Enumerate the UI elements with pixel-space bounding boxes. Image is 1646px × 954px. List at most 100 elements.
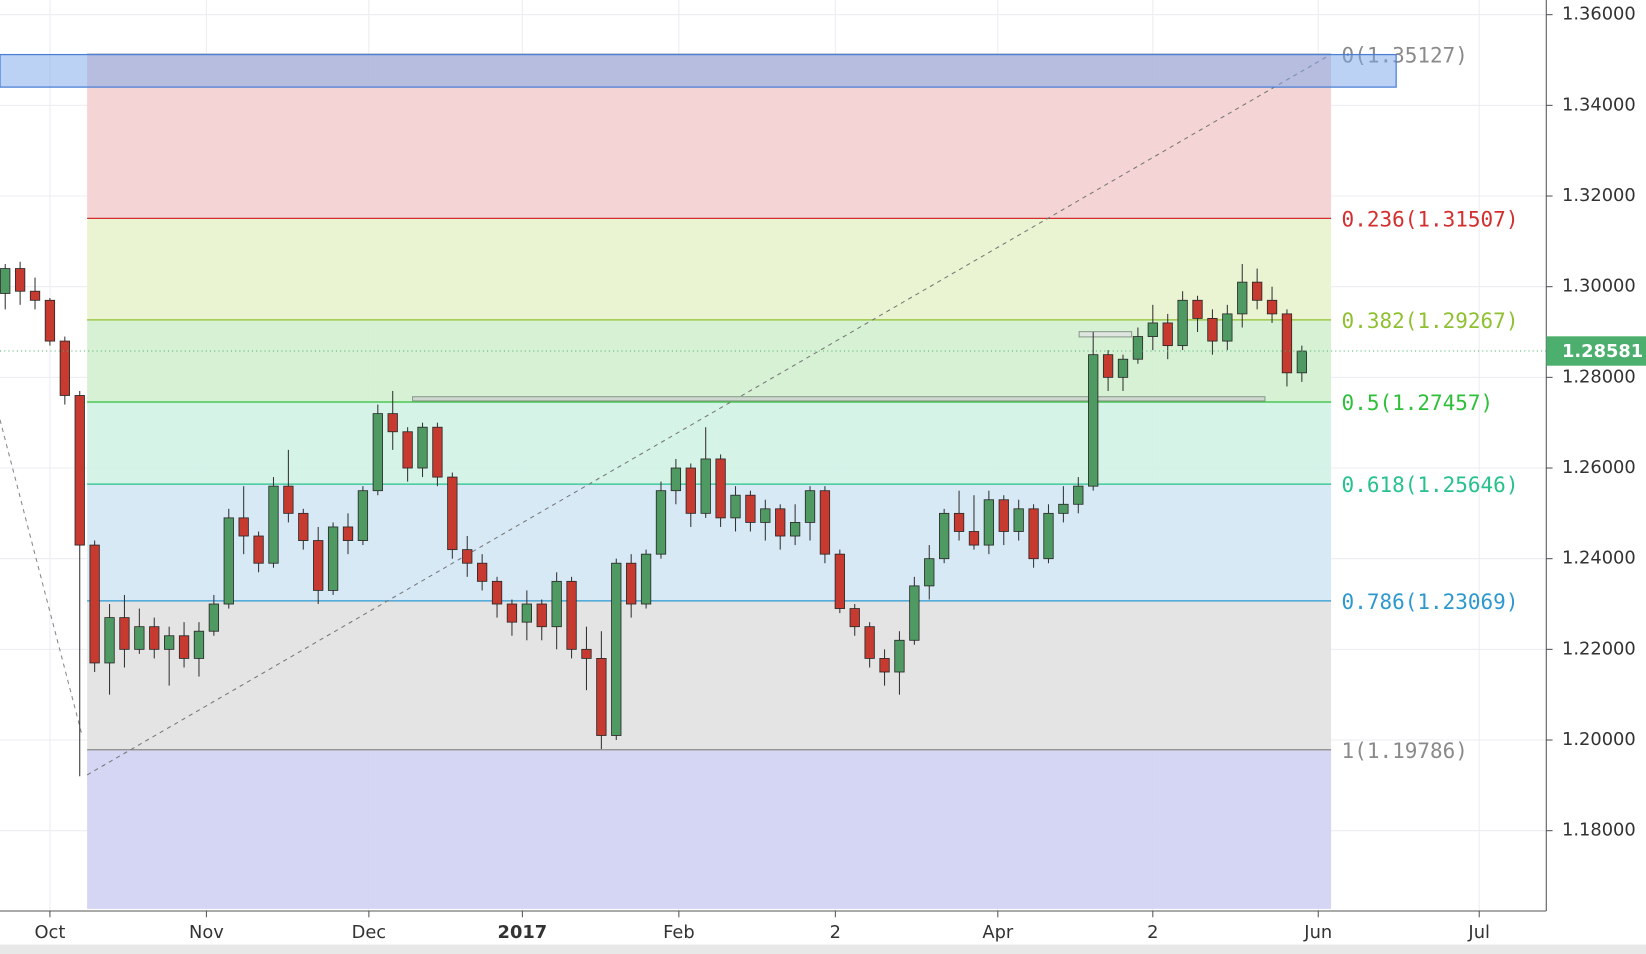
candle-body [387,413,398,433]
candle-body [44,299,56,342]
x-tick-label: Jul [1467,922,1490,943]
candle-body [193,630,205,659]
candle-body [283,485,294,514]
candle-body [834,553,845,609]
candle-body [149,626,160,650]
highlight-box [0,53,1397,88]
candle-body [1162,322,1173,347]
candle-body [626,562,637,605]
candle-body [700,458,711,514]
candle-body [715,458,726,519]
candle-body [402,431,413,469]
candle-body [1073,485,1084,505]
trend-line [0,419,83,735]
x-tick-label: Apr [982,922,1014,943]
candle-body [655,490,667,555]
fib-retracement: 0(1.35127)0.236(1.31507)0.382(1.29267)0.… [86,43,1519,909]
candle-body [1266,299,1278,315]
candle-body [1177,299,1188,347]
candle-body [238,517,249,537]
candle-body [208,603,220,632]
x-tick-label: Oct [35,922,66,943]
candle-body [0,268,11,294]
candle-body [864,626,875,659]
candle-body [879,657,890,673]
candle-body [506,603,518,623]
candle-body [640,553,652,605]
candle-body [685,467,696,514]
candle-body [760,508,771,523]
fib-label: 0.618(1.25646) [1342,473,1519,497]
candle-body [581,648,592,659]
candle-body [1237,281,1248,315]
candle-body [417,426,428,469]
candle-body [29,290,41,301]
candle-body [1147,322,1158,337]
candle-body [924,558,935,587]
candle-body [134,626,145,650]
candle-body [1296,350,1307,374]
candle-body [670,467,682,492]
candle-body [357,490,369,541]
fib-label: 1(1.19786) [1342,739,1468,763]
y-tick-label: 1.24000 [1562,548,1636,569]
candle-body [730,494,741,519]
candle-body [1222,313,1233,342]
candle-body [1058,503,1069,514]
fib-zone [87,218,1332,320]
candle-body [1251,281,1263,301]
x-tick-label: Feb [663,922,695,943]
y-tick-label: 1.34000 [1562,94,1636,115]
candle-body [745,494,756,523]
candle-body [789,521,801,537]
candle-body [253,535,264,564]
candle-body [953,512,965,532]
candle-body [476,562,488,582]
x-tick-label: 2 [1147,922,1158,943]
candle-body [551,580,562,628]
y-tick-label: 1.26000 [1562,457,1636,478]
candle-body [536,603,547,628]
candle-body [1102,354,1114,378]
fib-zone [87,600,1332,750]
support-box [412,396,1266,402]
x-tick-label: Jun [1303,922,1332,943]
candle-body [268,485,279,564]
candle-body [596,657,607,736]
candle-body [89,544,100,664]
x-tick-label: 2017 [498,922,548,943]
candle-body [1043,512,1054,560]
candle-body [447,476,458,551]
y-tick-label: 1.22000 [1562,638,1636,659]
candle-body [1117,358,1129,378]
candle-body [1028,508,1039,560]
x-tick-label: Dec [352,922,387,943]
candle-body [804,490,816,523]
candle-body [909,585,920,641]
fib-label: 0.236(1.31507) [1342,207,1519,231]
candle-body [223,517,234,605]
candle-body [313,540,324,591]
y-tick-label: 1.36000 [1562,4,1636,25]
y-tick-label: 1.20000 [1562,729,1636,750]
candle-body [342,526,354,541]
candle-body [611,562,622,736]
candles [0,261,1547,777]
y-tick-label: 1.18000 [1562,820,1636,841]
candle-body [1132,336,1144,360]
candle-body [939,512,950,560]
candle-body [894,639,905,673]
candle-body [819,490,831,555]
candle-body [178,635,190,659]
axes: 1.18000 1.20000 1.22000 1.24000 1.26000 1.280… [35,4,1646,943]
last-price-badge [1546,336,1646,366]
candle-body [1207,318,1218,342]
x-tick-label: Nov [189,922,224,943]
candle-body [14,268,26,292]
y-tick-label: 1.32000 [1562,185,1636,206]
candle-body [298,512,309,541]
candle-body [968,531,980,546]
y-tick-label: 1.28000 [1562,366,1636,387]
candle-body [566,580,577,650]
